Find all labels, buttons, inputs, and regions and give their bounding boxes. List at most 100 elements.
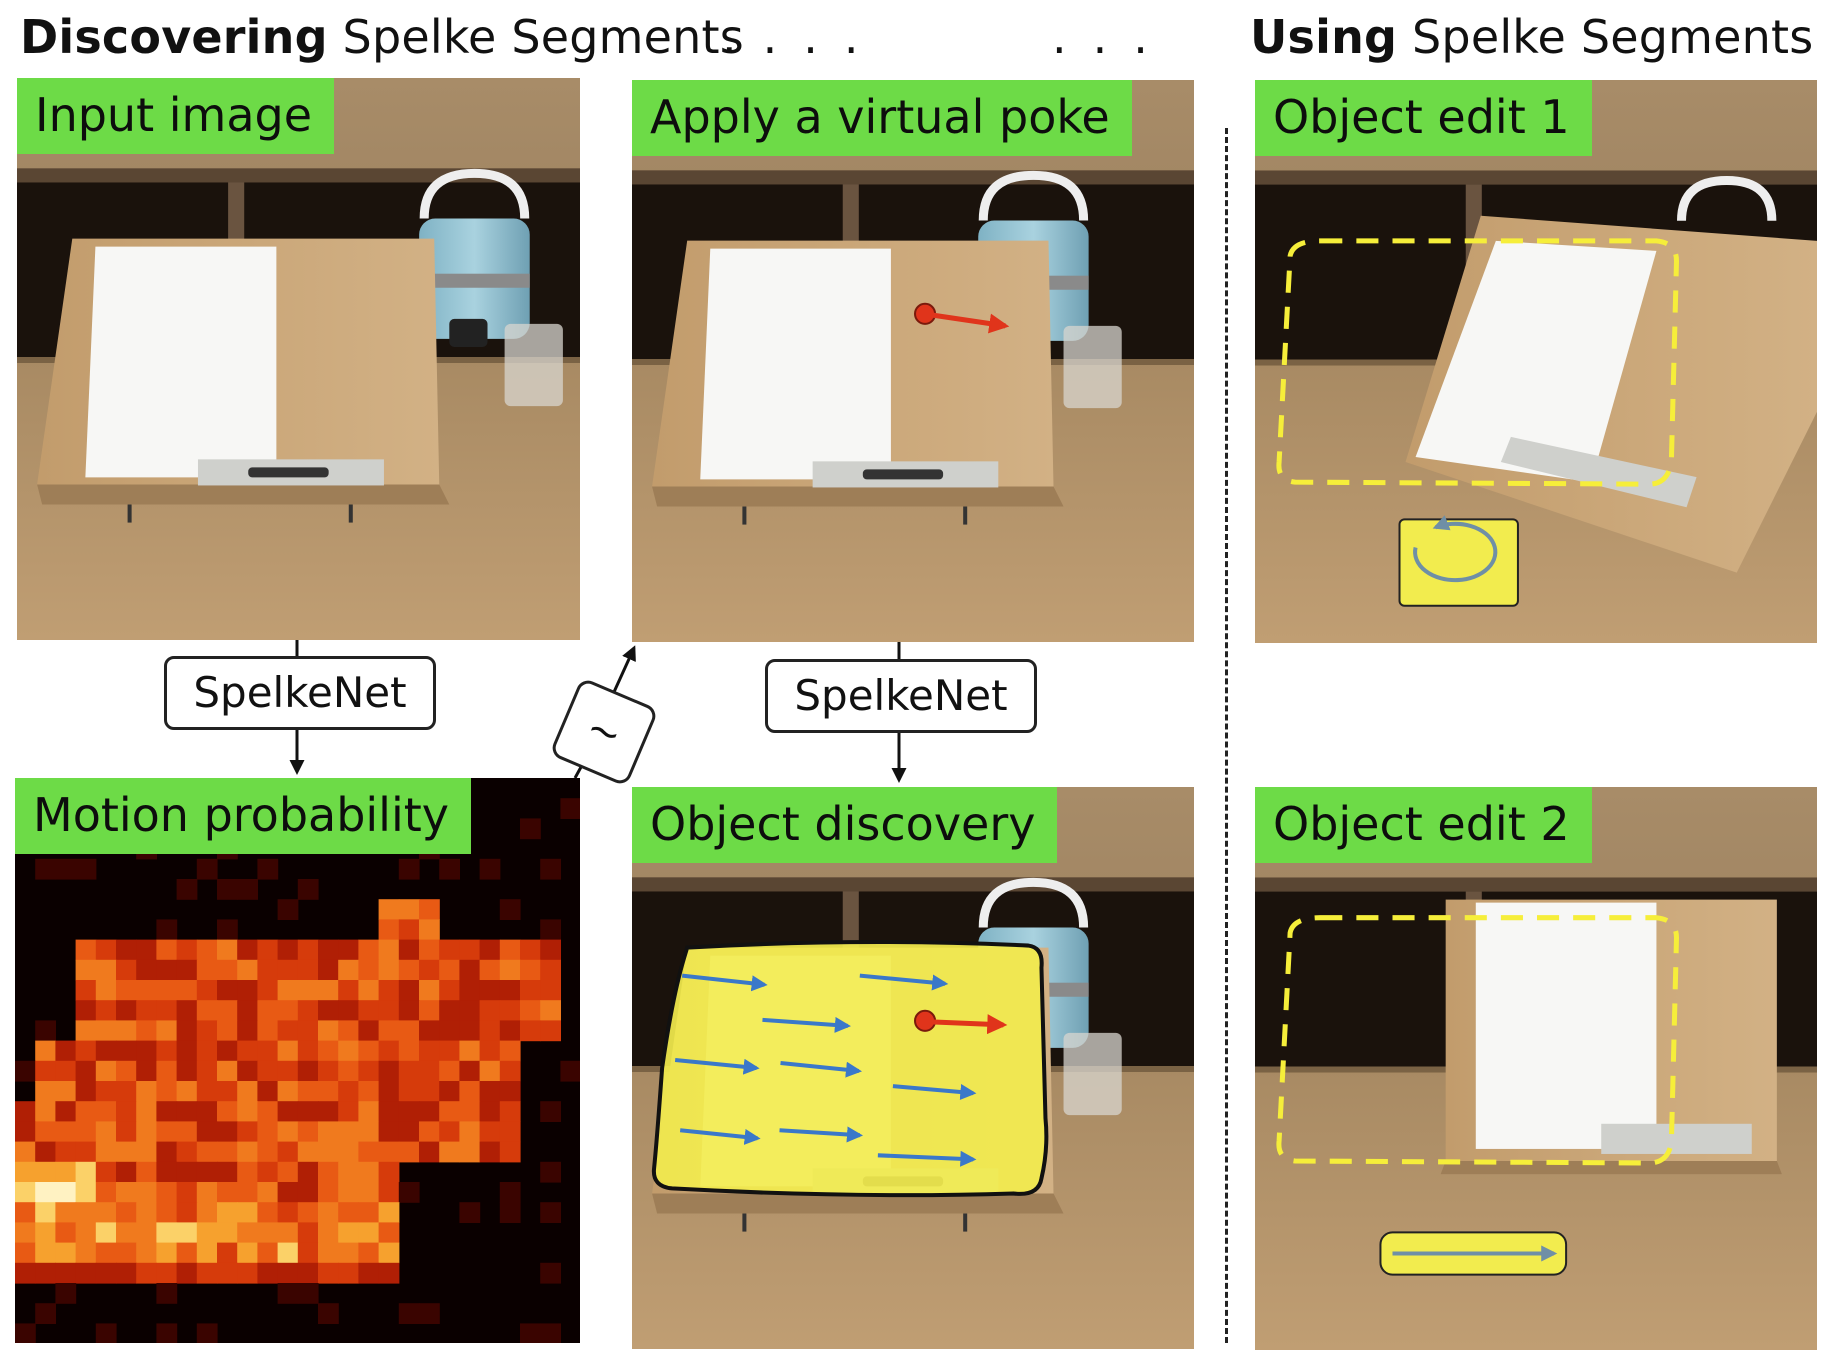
flow-arrow [859,973,949,991]
heatmap-cell [176,1222,198,1244]
heatmap-cell [398,1121,420,1143]
heatmap-cell [156,980,178,1001]
heatmap-cell [237,879,258,900]
heatmap-cell [176,1141,198,1163]
heatmap-cell [35,1303,56,1324]
heatmap-cell [257,1161,279,1183]
heatmap-cell [378,1202,400,1223]
heatmap-cell [156,1323,178,1343]
heatmap-cell [398,1060,420,1082]
heatmap-cell [196,1161,218,1183]
heatmap-cell [217,1060,238,1082]
heatmap-cell [95,1202,117,1223]
heatmap-cell [35,1242,56,1264]
heatmap-cell [318,1040,339,1062]
edit2-scene [1255,787,1817,1350]
heatmap-cell [277,899,299,920]
heatmap-cell [338,1020,359,1042]
heatmap-cell [439,1060,460,1082]
heatmap-cell [176,879,198,900]
heatmap-cell [156,1202,178,1223]
heatmap-cell [378,1161,400,1183]
heatmap-cell [398,980,420,1001]
heatmap-cell [358,1060,380,1082]
heatmap-cell [15,1060,36,1082]
original-position-outline-2 [1276,915,1680,1166]
heatmap-cell [196,1000,218,1021]
dots-right: ... [1052,10,1174,64]
heatmap-cell [75,858,97,880]
heatmap-cell [520,1000,541,1021]
heatmap-cell [378,899,400,920]
heatmap-cell [35,1222,56,1244]
poke-panel: Apply a virtual poke [632,80,1194,642]
object-discovery-label: Object discovery [632,787,1058,863]
heatmap-cell [217,1202,238,1223]
heatmap-cell [358,1040,380,1062]
heatmap-cell [237,1242,258,1264]
heatmap-cell [257,1121,279,1143]
heatmap-cell [55,1242,77,1264]
heatmap-cell [540,980,561,1001]
heatmap-cell [338,1222,359,1244]
heatmap-cell [318,1081,339,1102]
heatmap-cell [277,1222,299,1244]
heatmap-cell [55,1202,77,1223]
heatmap-cell [156,1283,178,1304]
heatmap-cell [297,1060,319,1082]
heatmap-cell [439,939,460,961]
heatmap-cell [136,1060,157,1082]
heatmap-cell [196,1020,218,1042]
heatmap-cell [277,959,299,981]
heatmap-cell [176,1020,198,1042]
heatmap-cell [95,1121,117,1143]
heatmap-cell [35,1040,56,1062]
heatmap-cell [338,1081,359,1102]
heatmap-cell [156,939,178,961]
heatmap-cell [95,1141,117,1163]
heatmap-cell [35,1182,56,1203]
discovery-poke-arrow [930,1014,1008,1035]
heatmap-cell [136,1242,157,1264]
heatmap-cell [136,1222,157,1244]
heatmap-cell [75,1000,97,1021]
heatmap-cell [237,1202,258,1223]
heatmap-cell [459,1060,481,1082]
heatmap-cell [297,1202,319,1223]
heatmap-cell [277,1081,299,1102]
heatmap-cell [75,1040,97,1062]
heatmap-cell [95,1222,117,1244]
heatmap-cell [459,1020,481,1042]
heatmap-cell [176,1202,198,1223]
heatmap-cell [520,818,541,840]
heatmap-cell [277,1202,299,1223]
heatmap-cell [358,1081,380,1102]
heatmap-cell [217,879,238,900]
heatmap-cell [237,1222,258,1244]
heatmap-cell [156,1040,178,1062]
heatmap-cell [75,959,97,981]
heatmap-cell [136,1202,157,1223]
heatmap-cell [35,1141,56,1163]
heatmap-cell [156,1222,178,1244]
heatmap-cell [196,1242,218,1264]
heatmap-cell [116,1000,137,1021]
heatmap-cell [156,1020,178,1042]
heatmap-cell [439,1000,460,1021]
section-divider [1225,128,1228,1343]
heatmap-cell [176,1000,198,1021]
heatmap-cell [398,899,420,920]
heatmap-cell [257,858,279,880]
heatmap-cell [419,1303,440,1324]
heatmap-cell [439,1101,460,1122]
heatmap-cell [196,1323,218,1343]
heatmap-cell [196,1222,218,1244]
heatmap-cell [439,980,460,1001]
heatmap-cell [55,1182,77,1203]
heatmap-cell [560,1060,580,1082]
heatmap-cell [398,858,420,880]
heatmap-cell [459,1101,481,1122]
heatmap-cell [419,939,440,961]
flow-arrow [674,1057,760,1075]
heatmap-cell [439,1121,460,1143]
